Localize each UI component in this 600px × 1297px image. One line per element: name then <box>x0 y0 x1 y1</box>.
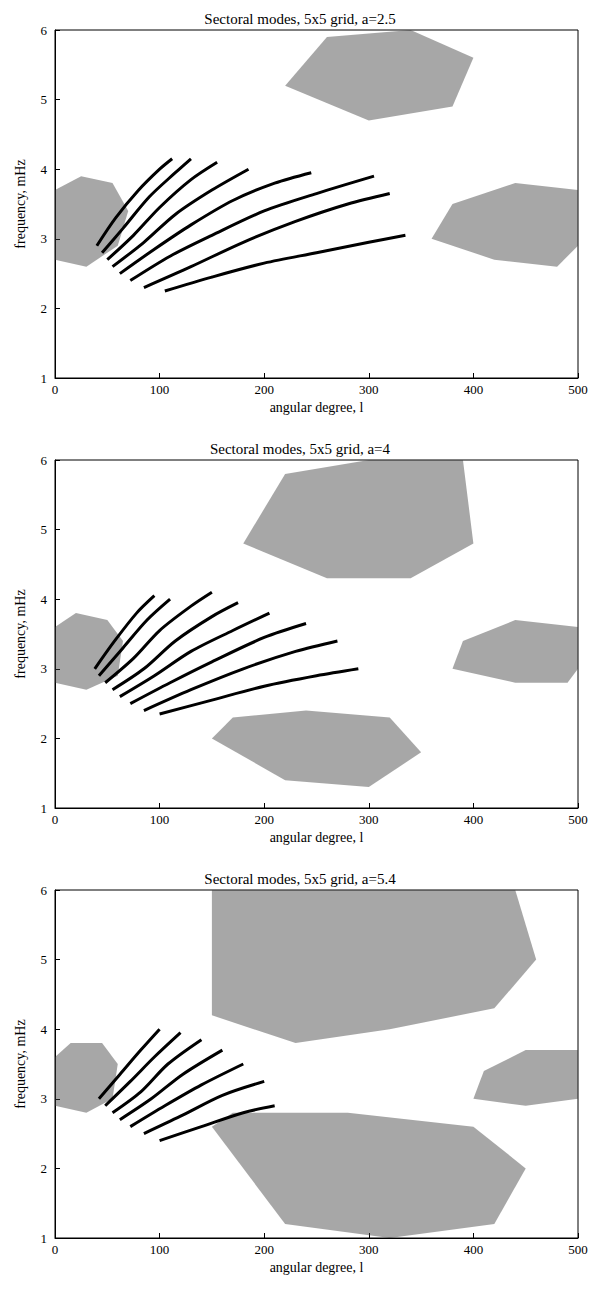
svg-text:500: 500 <box>568 812 588 827</box>
svg-text:400: 400 <box>464 1242 484 1257</box>
svg-text:0: 0 <box>52 382 59 397</box>
svg-text:100: 100 <box>150 382 170 397</box>
svg-text:6: 6 <box>41 23 48 38</box>
svg-text:5: 5 <box>41 952 48 967</box>
svg-text:4: 4 <box>41 592 48 607</box>
svg-text:1: 1 <box>41 371 48 386</box>
svg-text:400: 400 <box>464 812 484 827</box>
svg-text:500: 500 <box>568 1242 588 1257</box>
svg-text:0: 0 <box>52 1242 59 1257</box>
svg-text:0: 0 <box>52 812 59 827</box>
svg-text:Sectoral modes, 5x5 grid, a=4: Sectoral modes, 5x5 grid, a=4 <box>210 441 391 457</box>
svg-text:angular degree, l: angular degree, l <box>270 400 364 415</box>
svg-text:3: 3 <box>41 661 48 676</box>
svg-text:frequency, mHz: frequency, mHz <box>13 159 28 248</box>
svg-text:4: 4 <box>41 162 48 177</box>
svg-text:300: 300 <box>359 812 379 827</box>
svg-text:frequency, mHz: frequency, mHz <box>13 1019 28 1108</box>
svg-text:Sectoral modes, 5x5 grid, a=5.: Sectoral modes, 5x5 grid, a=5.4 <box>204 871 396 887</box>
svg-text:5: 5 <box>41 92 48 107</box>
svg-text:4: 4 <box>41 1022 48 1037</box>
svg-text:100: 100 <box>150 1242 170 1257</box>
svg-text:2: 2 <box>41 1161 48 1176</box>
svg-text:Sectoral modes, 5x5 grid, a=2.: Sectoral modes, 5x5 grid, a=2.5 <box>204 11 395 27</box>
svg-text:100: 100 <box>150 812 170 827</box>
svg-text:6: 6 <box>41 453 48 468</box>
svg-text:200: 200 <box>254 382 274 397</box>
svg-text:3: 3 <box>41 231 48 246</box>
svg-text:frequency, mHz: frequency, mHz <box>13 589 28 678</box>
svg-text:200: 200 <box>254 1242 274 1257</box>
svg-text:400: 400 <box>464 382 484 397</box>
svg-text:1: 1 <box>41 1231 48 1246</box>
svg-text:6: 6 <box>41 883 48 898</box>
svg-text:5: 5 <box>41 522 48 537</box>
svg-text:500: 500 <box>568 382 588 397</box>
svg-text:300: 300 <box>359 382 379 397</box>
svg-text:1: 1 <box>41 801 48 816</box>
svg-text:2: 2 <box>41 731 48 746</box>
svg-text:200: 200 <box>254 812 274 827</box>
svg-text:300: 300 <box>359 1242 379 1257</box>
svg-text:angular degree, l: angular degree, l <box>270 1260 364 1275</box>
svg-text:2: 2 <box>41 301 48 316</box>
svg-text:3: 3 <box>41 1091 48 1106</box>
svg-text:angular degree, l: angular degree, l <box>270 830 364 845</box>
